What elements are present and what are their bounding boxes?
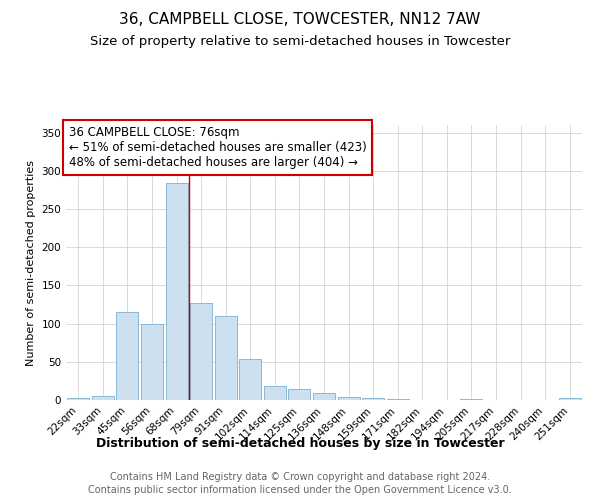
Bar (239, 359, 262, 400)
Bar (166, 183, 188, 400)
Text: 36, CAMPBELL CLOSE, TOWCESTER, NN12 7AW: 36, CAMPBELL CLOSE, TOWCESTER, NN12 7AW (119, 12, 481, 28)
Bar (559, 398, 581, 400)
Bar (215, 316, 237, 400)
Text: Contains HM Land Registry data © Crown copyright and database right 2024.: Contains HM Land Registry data © Crown c… (110, 472, 490, 482)
Bar (386, 399, 409, 400)
Bar (460, 399, 482, 400)
Bar (313, 393, 335, 400)
Text: Contains public sector information licensed under the Open Government Licence v3: Contains public sector information licen… (88, 485, 512, 495)
Bar (67, 398, 89, 400)
Text: Size of property relative to semi-detached houses in Towcester: Size of property relative to semi-detach… (90, 35, 510, 48)
Bar (264, 386, 286, 400)
Bar (141, 324, 163, 400)
Bar (338, 397, 359, 400)
Bar (92, 396, 114, 400)
Bar (190, 303, 212, 400)
Y-axis label: Number of semi-detached properties: Number of semi-detached properties (26, 160, 36, 366)
Text: Distribution of semi-detached houses by size in Towcester: Distribution of semi-detached houses by … (95, 438, 505, 450)
Bar (116, 312, 139, 400)
Bar (362, 398, 384, 400)
Bar (289, 388, 310, 400)
Text: 36 CAMPBELL CLOSE: 76sqm
← 51% of semi-detached houses are smaller (423)
48% of : 36 CAMPBELL CLOSE: 76sqm ← 51% of semi-d… (68, 126, 367, 170)
